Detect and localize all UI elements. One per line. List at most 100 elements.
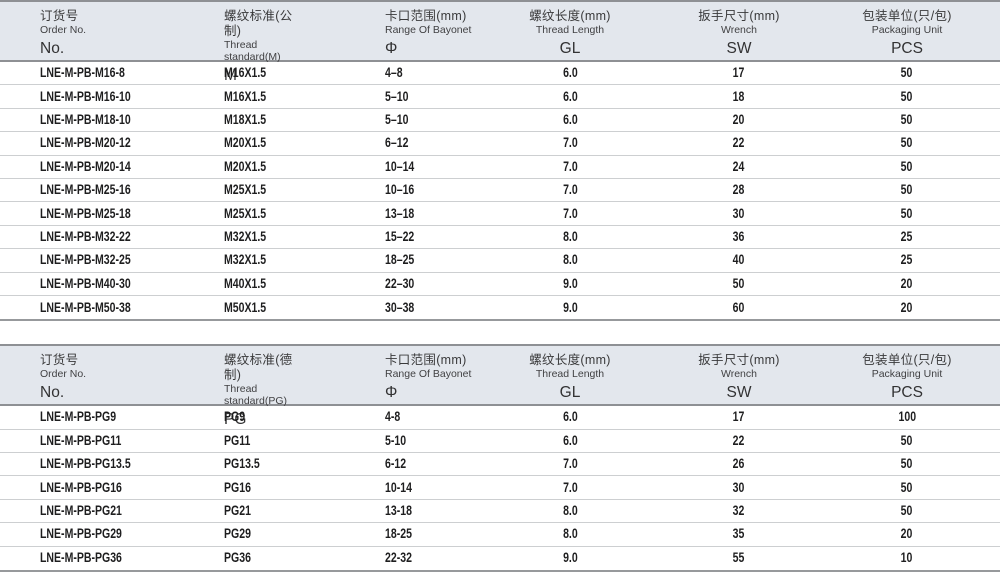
table-row: LNE-M-PB-M20-12 M20X1.5 6–12 7.0 22 50 <box>0 132 1000 156</box>
table-cell: 50 <box>901 182 913 198</box>
col-header-en: Thread Length <box>535 368 605 381</box>
table-cell: 20 <box>901 526 913 542</box>
pg-thread-table: 订货号 Order No. No. 螺纹标准(德制) Thread standa… <box>0 344 1000 573</box>
col-header-thread-standard: 螺纹标准(公制) Thread standard(M) M <box>176 9 304 85</box>
table-cell: 7.0 <box>562 158 578 174</box>
table-cell: M18X1.5 <box>224 111 267 127</box>
table-cell: 7.0 <box>562 456 578 472</box>
col-header-en: Order No. <box>40 24 87 36</box>
table-cell: 10 <box>901 550 913 566</box>
table-cell: M25X1.5 <box>224 205 267 221</box>
table-cell: 18–25 <box>385 252 415 268</box>
col-header-order-no: 订货号 Order No. No. <box>0 353 176 429</box>
table-cell: 50 <box>901 135 913 151</box>
table-cell: 22-32 <box>385 550 412 566</box>
col-header-zh: 螺纹长度(mm) <box>529 353 611 368</box>
table-cell: M16X1.5 <box>224 88 267 104</box>
table-row: LNE-M-PB-M16-8 M16X1.5 4–8 6.0 17 50 <box>0 62 1000 86</box>
table-cell: 50 <box>901 456 913 472</box>
col-header-zh: 螺纹标准(公制) <box>224 9 293 38</box>
table-cell: 6.0 <box>562 432 578 448</box>
metric-table-body: LNE-M-PB-M16-8 M16X1.5 4–8 6.0 17 50 LNE-M-PB-… <box>0 62 1000 322</box>
col-header-code: SW <box>726 40 752 57</box>
table-cell: M32X1.5 <box>224 228 267 244</box>
col-header-thread-standard: 螺纹标准(德制) Thread standard(PG) PG <box>176 353 304 429</box>
table-cell: 60 <box>733 299 745 315</box>
table-cell: PG16 <box>224 479 251 495</box>
col-header-en: Packaging Unit <box>871 368 943 381</box>
col-header-code: M <box>224 67 237 84</box>
table-cell: LNE-M-PB-PG21 <box>40 503 122 519</box>
col-header-code: SW <box>726 384 752 402</box>
table-cell: 13-18 <box>385 503 412 519</box>
table-cell: 10–16 <box>385 182 415 198</box>
table-cell: PG29 <box>224 526 251 542</box>
table-row: LNE-M-PB-PG21 PG21 13-18 8.0 32 50 <box>0 500 1000 524</box>
col-header-code: PG <box>224 411 247 429</box>
col-header-bayonet-range: 卡口范围(mm) Range Of Bayonet Φ <box>304 353 496 429</box>
table-cell: 50 <box>901 205 913 221</box>
table-cell: 50 <box>901 503 913 519</box>
metric-table-header: 订货号 Order No. No. 螺纹标准(公制) Thread standa… <box>0 0 1000 84</box>
table-row: LNE-M-PB-M18-10 M18X1.5 5–10 6.0 20 50 <box>0 109 1000 133</box>
table-cell: LNE-M-PB-M20-14 <box>40 158 131 174</box>
pg-table-body: LNE-M-PB-PG9 PG9 4-8 6.0 17 100 LNE-M-PB-PG11 P… <box>0 406 1000 573</box>
table-cell: 9.0 <box>562 299 578 315</box>
table-cell: 50 <box>901 111 913 127</box>
table-cell: M40X1.5 <box>224 275 267 291</box>
table-cell: LNE-M-PB-M25-18 <box>40 205 131 221</box>
table-cell: 20 <box>901 299 913 315</box>
col-header-en: Thread standard(M) <box>224 39 281 63</box>
table-cell: 22–30 <box>385 275 415 291</box>
table-cell: PG13.5 <box>224 456 260 472</box>
table-cell: 18-25 <box>385 526 412 542</box>
col-header-en: Range Of Bayonet <box>385 368 472 381</box>
table-cell: 6.0 <box>562 111 578 127</box>
table-cell: 6–12 <box>385 135 409 151</box>
table-cell: LNE-M-PB-M16-10 <box>40 88 131 104</box>
metric-thread-table: 订货号 Order No. No. 螺纹标准(公制) Thread standa… <box>0 0 1000 322</box>
table-cell: 36 <box>733 228 745 244</box>
table-cell: M32X1.5 <box>224 252 267 268</box>
table-cell: 5–10 <box>385 111 409 127</box>
table-cell: 6.0 <box>562 65 578 81</box>
table-cell: 8.0 <box>562 228 578 244</box>
table-row: LNE-M-PB-PG16 PG16 10-14 7.0 30 50 <box>0 476 1000 500</box>
col-header-packaging-unit: 包装单位(只/包) Packaging Unit PCS <box>834 9 1000 85</box>
col-header-code: GL <box>559 40 581 57</box>
col-header-zh: 螺纹长度(mm) <box>529 9 611 23</box>
table-cell: 20 <box>733 111 745 127</box>
table-cell: 17 <box>733 409 745 425</box>
table-cell: LNE-M-PB-M16-8 <box>40 65 125 81</box>
col-header-packaging-unit: 包装单位(只/包) Packaging Unit PCS <box>834 353 1000 429</box>
table-cell: M20X1.5 <box>224 135 267 151</box>
col-header-zh: 订货号 <box>40 9 79 23</box>
table-cell: 9.0 <box>562 275 578 291</box>
table-cell: 24 <box>733 158 745 174</box>
table-cell: LNE-M-PB-M20-12 <box>40 135 131 151</box>
col-header-en: Range Of Bayonet <box>385 24 472 36</box>
table-cell: 50 <box>901 88 913 104</box>
col-header-en: Thread Length <box>535 24 605 36</box>
table-cell: LNE-M-PB-M25-16 <box>40 182 131 198</box>
table-cell: 10–14 <box>385 158 415 174</box>
table-cell: 6.0 <box>562 409 578 425</box>
table-row: LNE-M-PB-M32-25 M32X1.5 18–25 8.0 40 25 <box>0 249 1000 273</box>
col-header-zh: 订货号 <box>40 353 79 368</box>
col-header-thread-length: 螺纹长度(mm) Thread Length GL <box>496 353 644 429</box>
table-cell: 28 <box>733 182 745 198</box>
table-cell: 7.0 <box>562 479 578 495</box>
table-cell: 50 <box>901 65 913 81</box>
table-cell: 8.0 <box>562 503 578 519</box>
table-cell: 22 <box>733 432 745 448</box>
table-cell: LNE-M-PB-M18-10 <box>40 111 131 127</box>
table-cell: 22 <box>733 135 745 151</box>
table-cell: 55 <box>733 550 745 566</box>
table-cell: M50X1.5 <box>224 299 267 315</box>
table-row: LNE-M-PB-M25-16 M25X1.5 10–16 7.0 28 50 <box>0 179 1000 203</box>
col-header-wrench-size: 扳手尺寸(mm) Wrench SW <box>644 353 834 429</box>
col-header-code: PCS <box>891 40 923 57</box>
col-header-zh: 扳手尺寸(mm) <box>698 9 780 23</box>
table-cell: 5–10 <box>385 88 409 104</box>
table-cell: LNE-M-PB-PG16 <box>40 479 122 495</box>
